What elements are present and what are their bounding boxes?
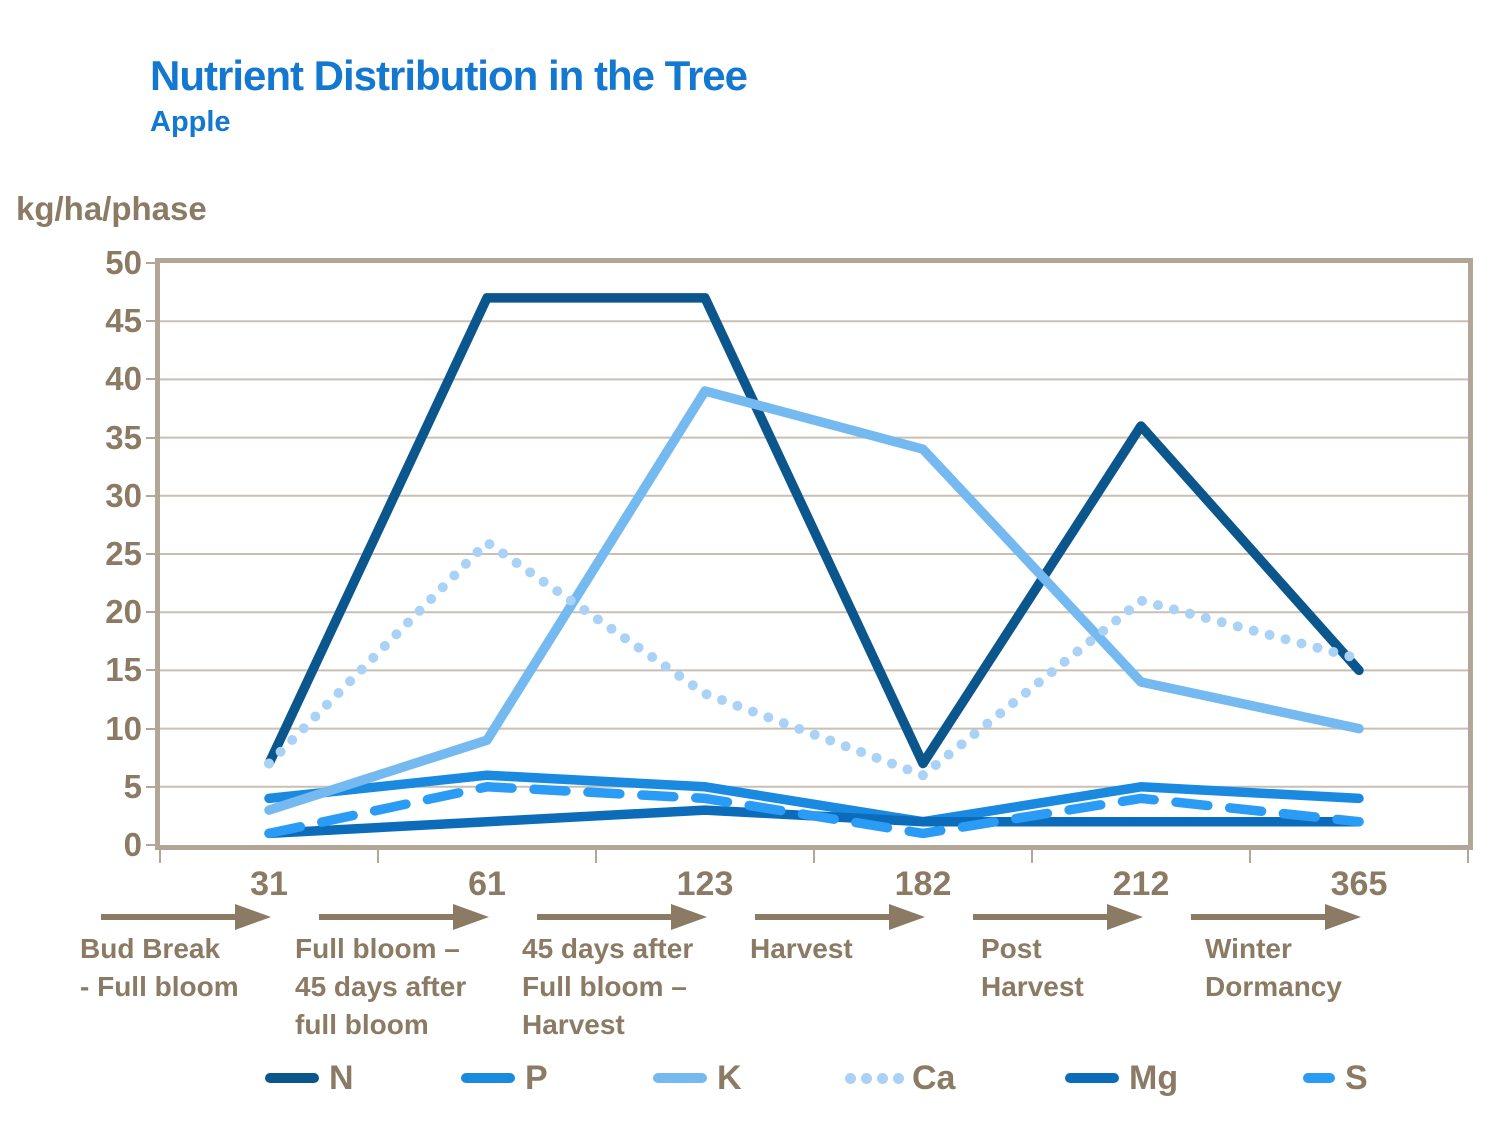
y-axis-tick (146, 262, 159, 264)
chart-title: Nutrient Distribution in the Tree (150, 52, 748, 99)
y-axis-tick (146, 727, 159, 730)
x-tick-label: 212 (1112, 865, 1170, 903)
x-axis-tick (595, 850, 597, 863)
phase-label-line: Post (981, 933, 1042, 964)
x-axis-tick (377, 850, 379, 863)
legend-label: P (525, 1058, 548, 1097)
chart-canvas (160, 293, 1468, 839)
x-axis-tick (1249, 850, 1251, 863)
phase-label-line: Harvest (750, 933, 853, 964)
legend-label: Mg (1129, 1058, 1179, 1097)
x-axis-tick (813, 850, 815, 863)
y-axis-unit-label: kg/ha/phase (16, 190, 207, 227)
phase-label: Bud Break - Full bloom (80, 930, 239, 1006)
phase-label-line: Full bloom – (522, 971, 687, 1002)
x-tick-label: 365 (1330, 865, 1388, 903)
phase-label-line: 45 days after (295, 971, 467, 1002)
phase-label-line: Winter (1205, 933, 1292, 964)
phase-label-line: Harvest (522, 1009, 625, 1040)
legend-label: N (329, 1058, 354, 1097)
x-axis-tick (159, 850, 161, 863)
legend-swatch-solid (1065, 1073, 1119, 1083)
phase-arrow-head (235, 904, 271, 930)
legend-swatch-solid (265, 1073, 319, 1083)
phase-arrow-head (671, 904, 707, 930)
phase-label: Full bloom – 45 days after full bloom (295, 930, 466, 1044)
phase-arrow (755, 914, 893, 920)
legend-swatch-dotted (845, 1072, 904, 1084)
phase-label-line: 45 days after (522, 933, 694, 964)
y-tick-label: 50 (105, 244, 142, 281)
phase-label-line: - Full bloom (80, 971, 239, 1002)
phase-arrow-head (1325, 904, 1361, 930)
legend-swatch-solid (461, 1073, 515, 1083)
phase-arrow (537, 914, 675, 920)
phase-arrow (1191, 914, 1329, 920)
legend-item-Ca: Ca (845, 1058, 955, 1098)
y-tick-label: 0 (123, 826, 142, 863)
legend-dot (893, 1072, 904, 1084)
phase-label-line: full bloom (295, 1009, 429, 1040)
y-tick-label: 20 (105, 593, 142, 631)
y-tick-label: 25 (105, 535, 142, 572)
y-axis-tick (146, 785, 159, 788)
legend-item-K: K (653, 1058, 742, 1098)
y-axis-tick (146, 494, 159, 497)
legend-label: K (717, 1058, 742, 1097)
y-tick-label: 45 (105, 302, 142, 340)
legend-dot (861, 1072, 872, 1084)
y-axis-tick (146, 669, 159, 672)
series-line-P (264, 770, 1364, 827)
legend-item-N: N (265, 1058, 354, 1098)
y-tick-label: 35 (105, 418, 142, 456)
phase-label: Harvest (750, 930, 853, 968)
x-axis-tick (1031, 850, 1033, 863)
legend-dot (877, 1072, 888, 1084)
series-line-S (264, 782, 1364, 839)
legend-item-P: P (461, 1058, 548, 1098)
series-line-Ca (264, 537, 1364, 781)
legend-swatch-solid (653, 1073, 707, 1083)
y-tick-label: 10 (105, 709, 142, 747)
y-tick-label: 15 (105, 651, 142, 689)
y-axis-tick (146, 436, 159, 439)
legend-item-Mg: Mg (1065, 1058, 1178, 1098)
phase-arrow (319, 914, 457, 920)
legend-label: Ca (912, 1058, 956, 1097)
phase-label-line: Harvest (981, 971, 1084, 1002)
phase-arrow-head (889, 904, 925, 930)
phase-label: Post Harvest (981, 930, 1084, 1006)
legend-dot (845, 1072, 856, 1084)
y-axis-tick (146, 553, 159, 555)
phase-arrow (973, 914, 1111, 920)
y-axis-tick (146, 320, 159, 323)
chart-subtitle: Apple (150, 106, 231, 138)
x-tick-label: 123 (676, 865, 734, 903)
phase-label: Winter Dormancy (1205, 930, 1342, 1006)
phase-label-line: Dormancy (1205, 971, 1342, 1002)
phase-arrow-head (453, 904, 489, 930)
phase-label-line: Full bloom – (295, 933, 460, 964)
series-line-K (264, 386, 1364, 815)
y-tick-label: 30 (105, 476, 142, 514)
phase-arrow (101, 914, 239, 920)
x-axis-tick (1467, 850, 1469, 863)
x-tick-label: 61 (468, 865, 506, 903)
phase-arrow-head (1107, 904, 1143, 930)
y-axis-tick (146, 378, 159, 381)
series-line-N (264, 293, 1364, 769)
y-axis-tick (146, 844, 159, 846)
x-tick-label: 182 (894, 865, 952, 903)
x-tick-label: 31 (250, 865, 288, 903)
y-tick-label: 5 (123, 767, 142, 805)
legend-swatch-dashed (1303, 1073, 1335, 1083)
phase-label: 45 days after Full bloom – Harvest (522, 930, 693, 1044)
legend-label: S (1345, 1058, 1368, 1097)
phase-label-line: Bud Break (80, 933, 221, 964)
legend-item-S: S (1292, 1058, 1368, 1098)
y-tick-label: 40 (105, 360, 142, 398)
y-axis-tick (146, 611, 159, 614)
